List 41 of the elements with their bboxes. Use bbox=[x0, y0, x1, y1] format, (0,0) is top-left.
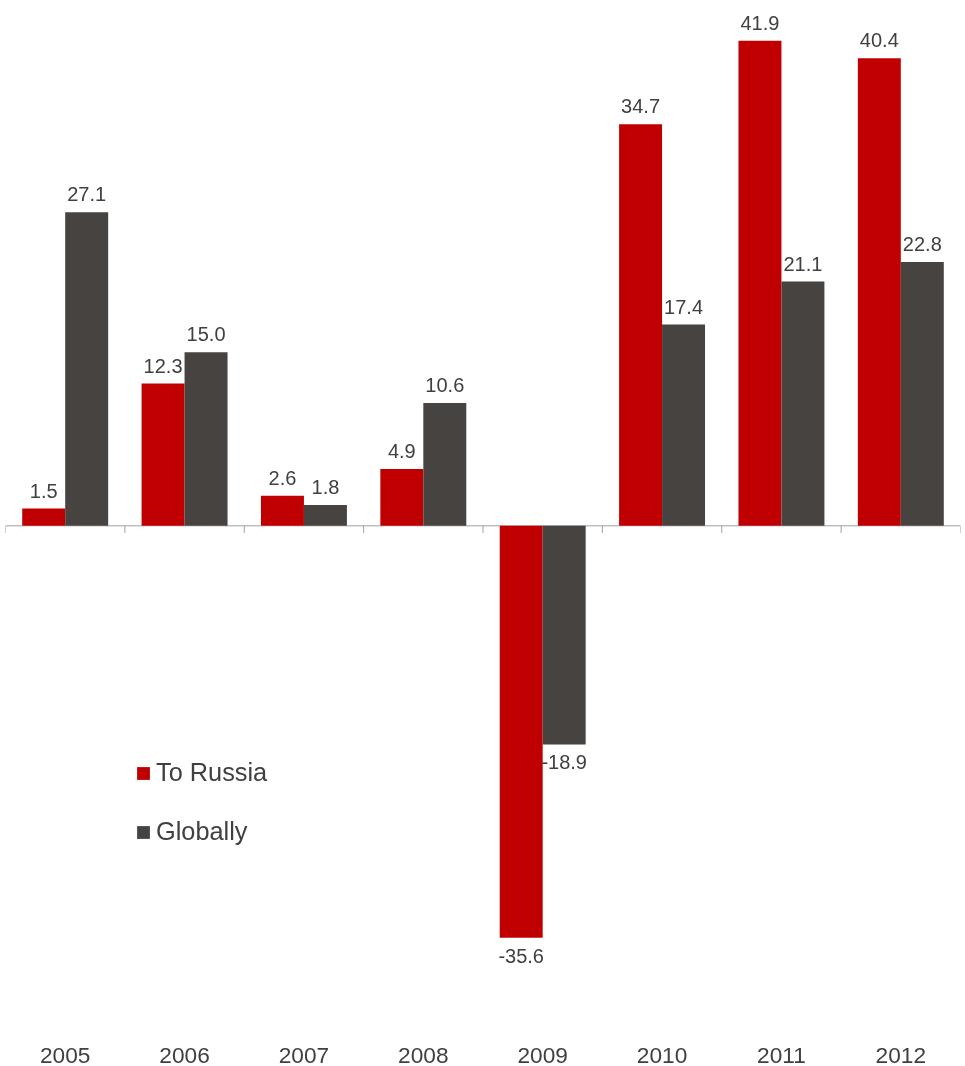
legend-label: To Russia bbox=[156, 758, 268, 787]
bar bbox=[857, 58, 901, 526]
x-tick-label: 2005 bbox=[39, 1041, 91, 1066]
data-label: 34.7 bbox=[621, 95, 661, 118]
data-label: 12.3 bbox=[143, 354, 183, 377]
bar bbox=[542, 525, 586, 745]
bar bbox=[65, 212, 109, 526]
data-label: 41.9 bbox=[740, 12, 780, 35]
bar bbox=[260, 495, 304, 526]
data-label: 15.0 bbox=[186, 323, 226, 346]
bar bbox=[781, 281, 825, 526]
bar bbox=[184, 352, 228, 526]
legend-label: Globally bbox=[156, 817, 248, 846]
bar bbox=[141, 383, 185, 526]
data-label: 1.8 bbox=[311, 476, 340, 499]
data-label: 4.9 bbox=[387, 440, 416, 463]
bar bbox=[22, 508, 66, 526]
bar bbox=[738, 40, 782, 526]
data-label: 10.6 bbox=[425, 374, 465, 397]
x-tick-label: 2006 bbox=[159, 1041, 210, 1066]
x-tick-label: 2007 bbox=[278, 1041, 330, 1066]
bar bbox=[499, 525, 543, 938]
x-tick-label: 2010 bbox=[636, 1041, 688, 1066]
x-tick-label: 2012 bbox=[875, 1041, 927, 1066]
bar bbox=[423, 403, 467, 526]
bar bbox=[303, 504, 347, 526]
x-tick-label: 2009 bbox=[517, 1041, 568, 1066]
bar bbox=[900, 261, 944, 526]
data-label: 21.1 bbox=[783, 252, 823, 275]
data-label: 22.8 bbox=[902, 233, 942, 256]
data-label: 27.1 bbox=[67, 183, 107, 206]
bar bbox=[619, 124, 663, 526]
data-label: -35.6 bbox=[498, 944, 544, 967]
data-label: 2.6 bbox=[268, 466, 297, 489]
bar bbox=[380, 469, 424, 526]
bar bbox=[662, 324, 706, 526]
data-label: 17.4 bbox=[664, 295, 704, 318]
x-tick-label: 2011 bbox=[757, 1041, 806, 1066]
data-label: 1.5 bbox=[29, 479, 58, 502]
data-label: 40.4 bbox=[859, 29, 899, 52]
x-tick-label: 2008 bbox=[398, 1041, 449, 1066]
